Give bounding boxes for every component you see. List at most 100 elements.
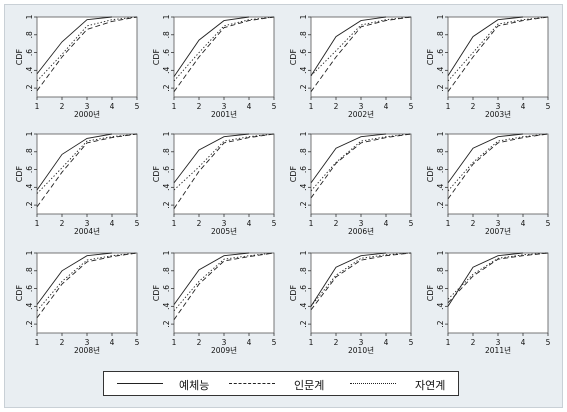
x-tick-label: 1 (309, 219, 314, 228)
y-tick-label: .4 (162, 303, 171, 310)
y-axis-label: CDF (426, 48, 435, 65)
x-tick-label: 5 (409, 219, 414, 228)
x-tick-label: 3 (222, 338, 227, 347)
x-tick-label: 2 (471, 219, 476, 228)
x-tick-label: 3 (496, 219, 501, 228)
x-tick-label: 5 (546, 219, 551, 228)
y-tick-label: .8 (162, 31, 171, 38)
series-line-science (36, 16, 138, 82)
series-line-arts (310, 16, 387, 76)
y-tick-label: 1 (299, 131, 308, 136)
x-tick-label: 4 (521, 102, 526, 111)
y-tick-label: .6 (436, 166, 445, 173)
panel-year-label: 2011년 (485, 345, 511, 355)
series-line-humanities (310, 133, 412, 199)
y-tick-label: .4 (299, 184, 308, 191)
plot-area (310, 16, 412, 98)
series-line-arts (173, 252, 250, 305)
x-tick-label: 4 (521, 219, 526, 228)
x-tick-label: 3 (359, 338, 364, 347)
y-tick-label: .8 (299, 31, 308, 38)
series-line-arts (447, 16, 524, 76)
panel-year-label: 2002년 (348, 109, 374, 119)
panel-year-label: 2008년 (74, 345, 100, 355)
series-line-science (447, 252, 549, 300)
y-tick-label: .6 (162, 285, 171, 292)
y-tick-label: .2 (436, 84, 445, 91)
x-tick-label: 3 (496, 338, 501, 347)
y-tick-label: .6 (25, 166, 34, 173)
y-tick-label: .4 (25, 303, 34, 310)
series-line-humanities (36, 133, 138, 208)
cdf-panel-4: 1 2 3 4 5 .2 .4 .6 .8 1 CDF 2003년 (426, 14, 551, 119)
x-tick-label: 5 (135, 219, 140, 228)
plot-area (310, 133, 412, 215)
series-line-humanities (36, 16, 138, 92)
y-tick-label: .8 (299, 148, 308, 155)
y-tick-label: .8 (25, 148, 34, 155)
y-tick-label: 1 (162, 14, 171, 19)
x-tick-label: 5 (409, 338, 414, 347)
y-tick-label: 1 (299, 250, 308, 255)
plot-area (173, 252, 275, 334)
y-tick-label: 1 (436, 131, 445, 136)
series-line-science (36, 133, 138, 194)
panel-year-label: 2009년 (211, 345, 237, 355)
legend-label-science: 자연계 (415, 379, 446, 392)
y-tick-label: 1 (162, 131, 171, 136)
x-tick-label: 4 (384, 219, 389, 228)
x-tick-label: 1 (309, 102, 314, 111)
x-tick-label: 4 (521, 338, 526, 347)
y-tick-label: .6 (25, 285, 34, 292)
x-tick-label: 5 (409, 102, 414, 111)
y-tick-label: .4 (162, 184, 171, 191)
plot-area (36, 133, 138, 215)
cdf-panel-10: 1 2 3 4 5 .2 .4 .6 .8 1 CDF 2009년 (152, 250, 277, 355)
x-tick-label: 2 (60, 219, 65, 228)
cdf-panel-5: 1 2 3 4 5 .2 .4 .6 .8 1 CDF 2004년 (15, 131, 140, 236)
y-tick-label: .2 (162, 320, 171, 327)
y-tick-label: .6 (299, 166, 308, 173)
panel-year-label: 2001년 (211, 109, 237, 119)
y-tick-label: .2 (436, 320, 445, 327)
x-tick-label: 5 (546, 338, 551, 347)
y-tick-label: .4 (25, 67, 34, 74)
y-axis-label: CDF (15, 48, 24, 65)
legend-line-dotted (350, 383, 396, 384)
series-line-science (36, 252, 138, 312)
y-axis-label: CDF (289, 284, 298, 301)
series-line-arts (36, 133, 113, 191)
y-tick-label: .4 (299, 303, 308, 310)
y-axis-label: CDF (15, 284, 24, 301)
x-tick-label: 1 (309, 338, 314, 347)
y-tick-label: .6 (299, 49, 308, 56)
y-tick-label: .4 (299, 67, 308, 74)
panel-year-label: 2010년 (348, 345, 374, 355)
x-tick-label: 3 (359, 102, 364, 111)
y-tick-label: 1 (162, 250, 171, 255)
panel-year-label: 2000년 (74, 109, 100, 119)
x-tick-label: 3 (222, 219, 227, 228)
x-tick-label: 2 (471, 102, 476, 111)
y-tick-label: .2 (299, 84, 308, 91)
x-tick-label: 5 (546, 102, 551, 111)
y-tick-label: .8 (436, 148, 445, 155)
plot-area (310, 252, 412, 334)
y-tick-label: 1 (436, 14, 445, 19)
legend-line-solid (117, 383, 163, 384)
x-tick-label: 5 (272, 338, 277, 347)
y-tick-label: 1 (25, 131, 34, 136)
y-axis-label: CDF (15, 165, 24, 182)
series-line-science (447, 16, 549, 82)
y-tick-label: .8 (299, 267, 308, 274)
y-tick-label: .8 (25, 31, 34, 38)
x-tick-label: 2 (197, 102, 202, 111)
y-tick-label: .6 (162, 49, 171, 56)
x-tick-label: 2 (334, 219, 339, 228)
series-line-science (173, 252, 275, 312)
plot-area (447, 133, 549, 215)
plot-area (173, 133, 275, 215)
series-line-humanities (447, 133, 549, 200)
cdf-panel-11: 1 2 3 4 5 .2 .4 .6 .8 1 CDF 2010년 (289, 250, 414, 355)
